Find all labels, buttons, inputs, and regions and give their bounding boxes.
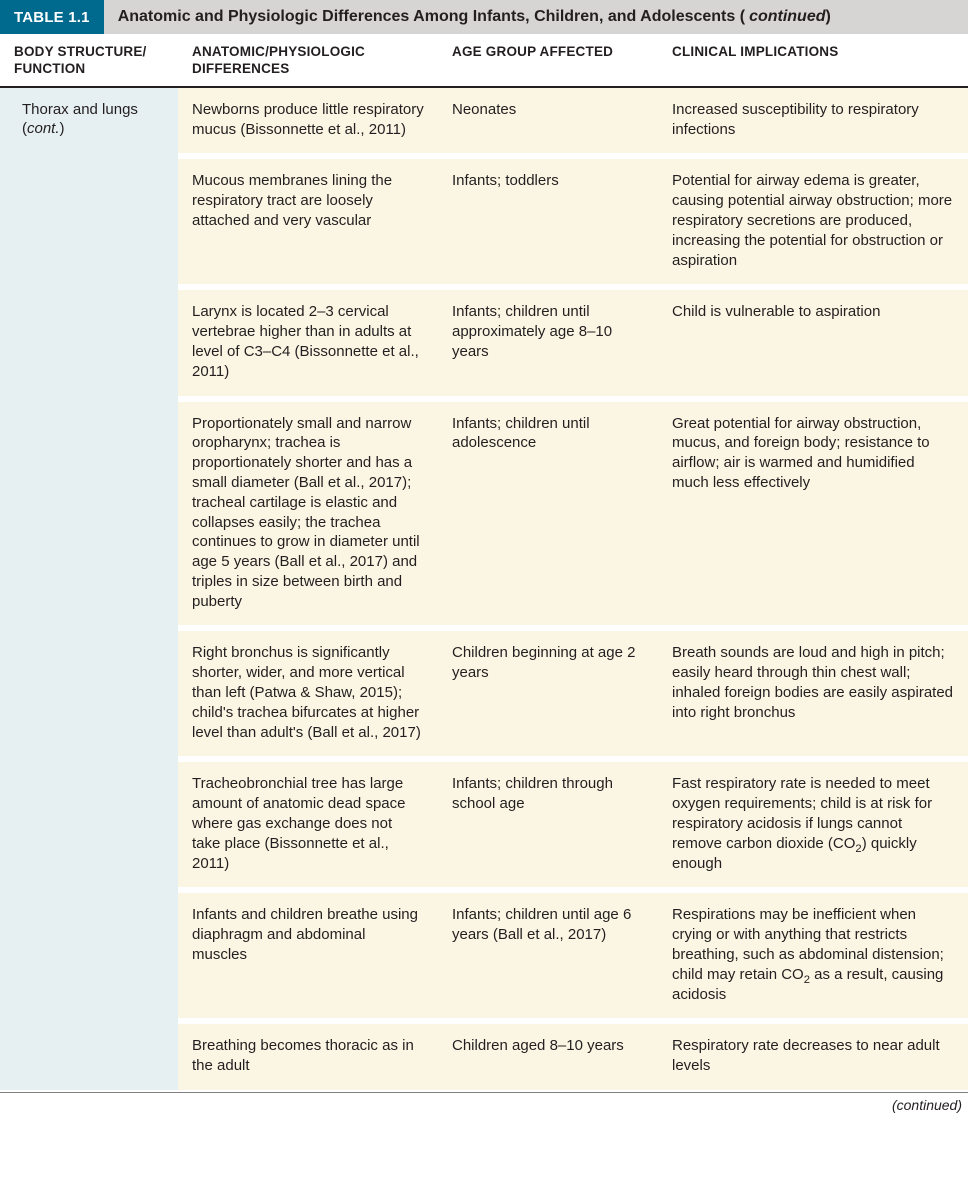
cell-clinical-implications: Great potential for airway obstruction, … [658,402,968,626]
table-title-text: Anatomic and Physiologic Differences Amo… [118,8,745,26]
continued-footer: (continued) [0,1093,968,1113]
cell-differences: Proportionately small and narrow orophar… [178,402,438,626]
column-header-differences: ANATOMIC/PHYSIOLOGIC DIFFERENCES [178,44,438,78]
cell-clinical-implications: Breath sounds are loud and high in pitch… [658,631,968,756]
table-row: Breathing becomes thoracic as in the adu… [178,1024,968,1090]
cell-age-group: Infants; toddlers [438,159,658,284]
cell-clinical-implications: Potential for airway edema is greater, c… [658,159,968,284]
cell-differences: Right bronchus is significantly shorter,… [178,631,438,756]
cell-differences: Larynx is located 2–3 cervical vertebrae… [178,290,438,395]
cell-age-group: Neonates [438,88,658,154]
body-structure-cell: Thorax and lungs (cont.) [0,88,178,1090]
table-row: Tracheobronchial tree has large amount o… [178,762,968,893]
cell-differences: Mucous membranes lining the respiratory … [178,159,438,284]
table-row: Proportionately small and narrow orophar… [178,402,968,632]
cell-differences: Newborns produce little respiratory mucu… [178,88,438,154]
table-number-badge: TABLE 1.1 [0,0,104,34]
cell-clinical-implications: Respirations may be inefficient when cry… [658,893,968,1018]
column-header-age: AGE GROUP AFFECTED [438,44,658,78]
column-header-structure: BODY STRUCTURE/FUNCTION [0,44,178,78]
structure-label-close: ) [60,120,65,137]
table-row: Newborns produce little respiratory mucu… [178,88,968,160]
table-title: Anatomic and Physiologic Differences Amo… [104,0,968,34]
cell-differences: Tracheobronchial tree has large amount o… [178,762,438,887]
cell-differences: Infants and children breathe using diaph… [178,893,438,1018]
data-rows-stack: Newborns produce little respiratory mucu… [178,88,968,1090]
cell-age-group: Infants; children until approximately ag… [438,290,658,395]
table-body: Thorax and lungs (cont.) Newborns produc… [0,88,968,1090]
column-header-clinical: CLINICAL IMPLICATIONS [658,44,968,78]
table-row: Larynx is located 2–3 cervical vertebrae… [178,290,968,401]
table-title-continued: continued [749,8,825,26]
cell-age-group: Children aged 8–10 years [438,1024,658,1090]
column-header-row: BODY STRUCTURE/FUNCTION ANATOMIC/PHYSIOL… [0,34,968,88]
table-row: Right bronchus is significantly shorter,… [178,631,968,762]
cell-clinical-implications: Respiratory rate decreases to near adult… [658,1024,968,1090]
cell-age-group: Infants; children until age 6 years (Bal… [438,893,658,1018]
table-container: TABLE 1.1 Anatomic and Physiologic Diffe… [0,0,968,1113]
cell-age-group: Children beginning at age 2 years [438,631,658,756]
cell-differences: Breathing becomes thoracic as in the adu… [178,1024,438,1090]
table-row: Mucous membranes lining the respiratory … [178,159,968,290]
table-row: Infants and children breathe using diaph… [178,893,968,1024]
structure-label-cont: cont. [27,120,60,137]
table-title-close-paren: ) [826,8,831,26]
cell-age-group: Infants; children until adolescence [438,402,658,626]
cell-clinical-implications: Fast respiratory rate is needed to meet … [658,762,968,887]
cell-clinical-implications: Child is vulnerable to aspiration [658,290,968,395]
title-bar: TABLE 1.1 Anatomic and Physiologic Diffe… [0,0,968,34]
cell-age-group: Infants; children through school age [438,762,658,887]
cell-clinical-implications: Increased susceptibility to respiratory … [658,88,968,154]
